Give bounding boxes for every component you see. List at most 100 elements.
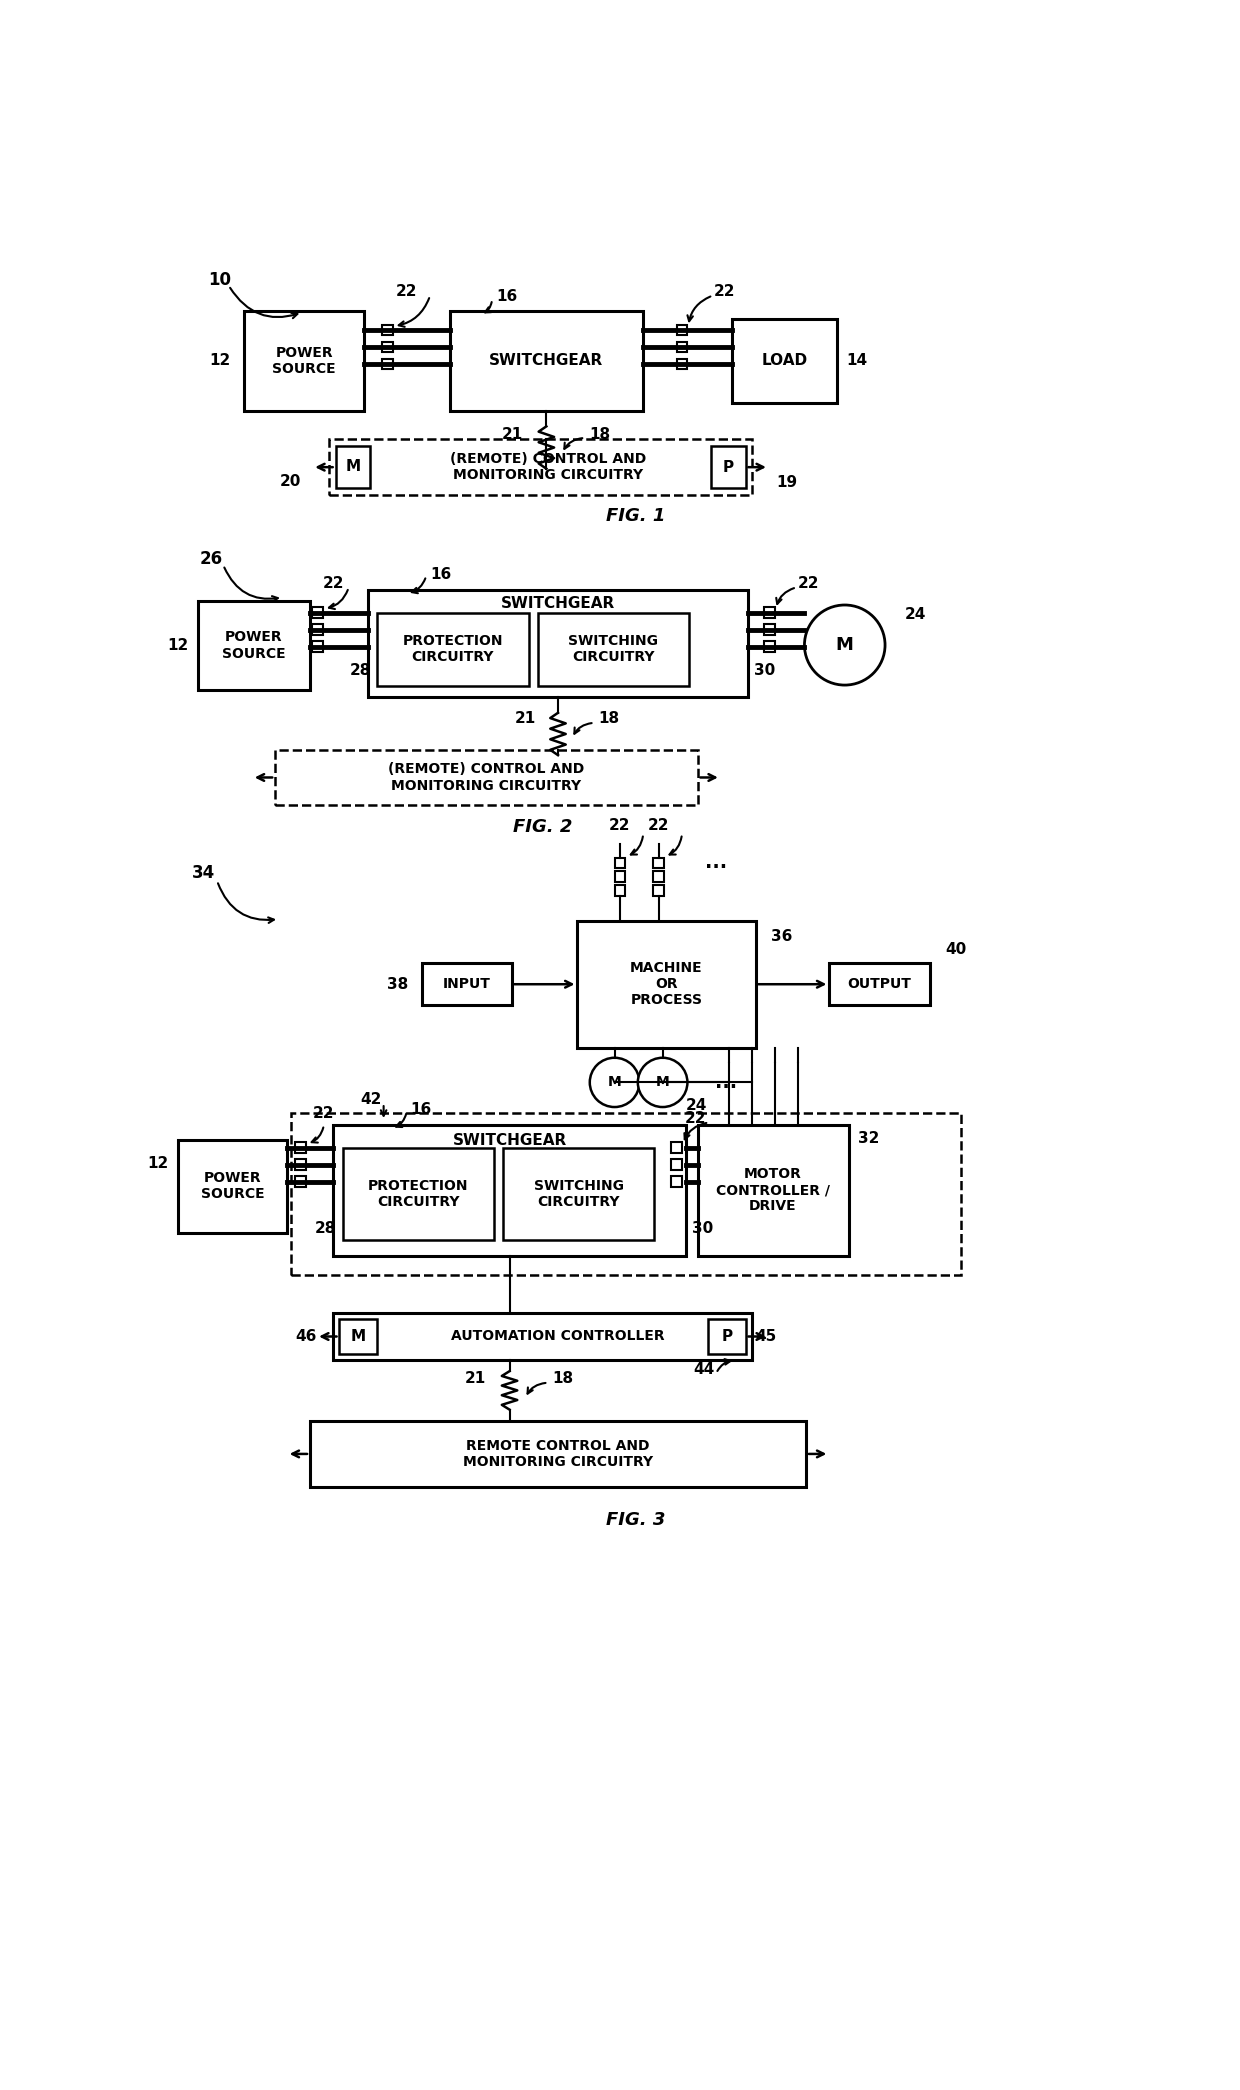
Bar [764, 625, 775, 635]
Bar [382, 341, 393, 353]
Text: 28: 28 [350, 663, 371, 677]
Bar [653, 857, 665, 867]
Bar [615, 857, 625, 867]
Text: M: M [346, 460, 361, 474]
Bar [615, 886, 625, 897]
Text: 18: 18 [552, 1371, 573, 1386]
Text: 36: 36 [771, 928, 792, 943]
Text: SWITCHGEAR: SWITCHGEAR [453, 1133, 567, 1147]
Circle shape [637, 1058, 687, 1108]
Text: FIG. 1: FIG. 1 [606, 508, 665, 525]
Text: 12: 12 [208, 353, 231, 368]
Bar [197, 602, 310, 690]
Bar [697, 1124, 848, 1256]
Text: 14: 14 [847, 353, 868, 368]
Text: (REMOTE) CONTROL AND
MONITORING CIRCUITRY: (REMOTE) CONTROL AND MONITORING CIRCUITR… [388, 763, 584, 792]
Text: 45: 45 [755, 1329, 776, 1344]
Text: 26: 26 [200, 550, 223, 568]
Text: PROTECTION
CIRCUITRY: PROTECTION CIRCUITRY [403, 633, 503, 665]
Text: 22: 22 [322, 577, 343, 591]
Bar [423, 963, 511, 1005]
Text: 46: 46 [295, 1329, 316, 1344]
Bar [733, 318, 837, 403]
Text: FIG. 3: FIG. 3 [606, 1511, 665, 1528]
Bar [382, 359, 393, 370]
Bar [653, 872, 665, 882]
Bar [334, 1313, 751, 1361]
Bar [578, 922, 755, 1047]
Bar [671, 1143, 682, 1154]
Bar [615, 872, 625, 882]
Bar [677, 324, 687, 336]
Text: MACHINE
OR
PROCESS: MACHINE OR PROCESS [630, 961, 703, 1007]
Text: POWER
SOURCE: POWER SOURCE [273, 345, 336, 376]
Text: 24: 24 [904, 606, 926, 621]
Text: M: M [836, 635, 853, 654]
Text: FIG. 2: FIG. 2 [513, 817, 572, 836]
Text: AUTOMATION CONTROLLER: AUTOMATION CONTROLLER [451, 1329, 665, 1344]
Bar [312, 625, 324, 635]
Text: M: M [656, 1076, 670, 1089]
Bar [677, 341, 687, 353]
Text: M: M [351, 1329, 366, 1344]
Bar [708, 1319, 745, 1354]
Text: ...: ... [714, 1072, 737, 1091]
Bar [312, 608, 324, 619]
Bar [295, 1143, 306, 1154]
Text: 22: 22 [609, 819, 631, 834]
Text: 12: 12 [167, 637, 188, 652]
Bar [275, 750, 697, 805]
Bar [295, 1177, 306, 1187]
Bar [342, 1147, 494, 1239]
Bar [377, 612, 528, 686]
Text: 42: 42 [361, 1091, 382, 1108]
Text: 12: 12 [148, 1156, 169, 1170]
Text: M: M [608, 1076, 621, 1089]
Text: PROTECTION
CIRCUITRY: PROTECTION CIRCUITRY [368, 1179, 469, 1210]
Circle shape [590, 1058, 640, 1108]
Bar [310, 1421, 806, 1486]
Bar [295, 1160, 306, 1170]
Text: (REMOTE) CONTROL AND
MONITORING CIRCUITRY: (REMOTE) CONTROL AND MONITORING CIRCUITR… [450, 451, 646, 483]
Text: 21: 21 [515, 711, 536, 727]
Text: 18: 18 [598, 711, 620, 727]
Bar [538, 612, 689, 686]
Text: 30: 30 [692, 1221, 713, 1235]
Bar [503, 1147, 655, 1239]
Text: ...: ... [706, 853, 728, 872]
Text: 22: 22 [649, 819, 670, 834]
Bar [764, 608, 775, 619]
Bar [334, 1124, 686, 1256]
Bar [671, 1177, 682, 1187]
Text: 22: 22 [396, 284, 418, 299]
Text: SWITCHING
CIRCUITRY: SWITCHING CIRCUITRY [568, 633, 658, 665]
Text: 40: 40 [945, 943, 967, 957]
Text: 16: 16 [496, 291, 517, 305]
Bar [711, 445, 745, 487]
Bar [368, 589, 748, 698]
Bar [653, 886, 665, 897]
Bar [336, 445, 371, 487]
Text: 34: 34 [192, 863, 216, 882]
Text: P: P [722, 460, 733, 474]
Text: 30: 30 [754, 663, 775, 677]
Text: 44: 44 [693, 1363, 714, 1377]
Text: P: P [722, 1329, 733, 1344]
Text: INPUT: INPUT [443, 978, 491, 991]
Bar [312, 642, 324, 652]
Bar [830, 963, 930, 1005]
Text: MOTOR
CONTROLLER /
DRIVE: MOTOR CONTROLLER / DRIVE [715, 1166, 830, 1214]
Text: 16: 16 [430, 566, 451, 581]
Bar [179, 1141, 286, 1233]
Text: 21: 21 [502, 426, 523, 441]
Bar [340, 1319, 377, 1354]
Text: SWITCHING
CIRCUITRY: SWITCHING CIRCUITRY [533, 1179, 624, 1210]
Bar [677, 359, 687, 370]
Circle shape [805, 604, 885, 686]
Bar [330, 439, 751, 495]
Bar [382, 324, 393, 336]
Text: 22: 22 [714, 284, 735, 299]
Text: 10: 10 [207, 272, 231, 288]
Text: SWITCHGEAR: SWITCHGEAR [501, 596, 615, 610]
Text: 22: 22 [312, 1106, 334, 1120]
